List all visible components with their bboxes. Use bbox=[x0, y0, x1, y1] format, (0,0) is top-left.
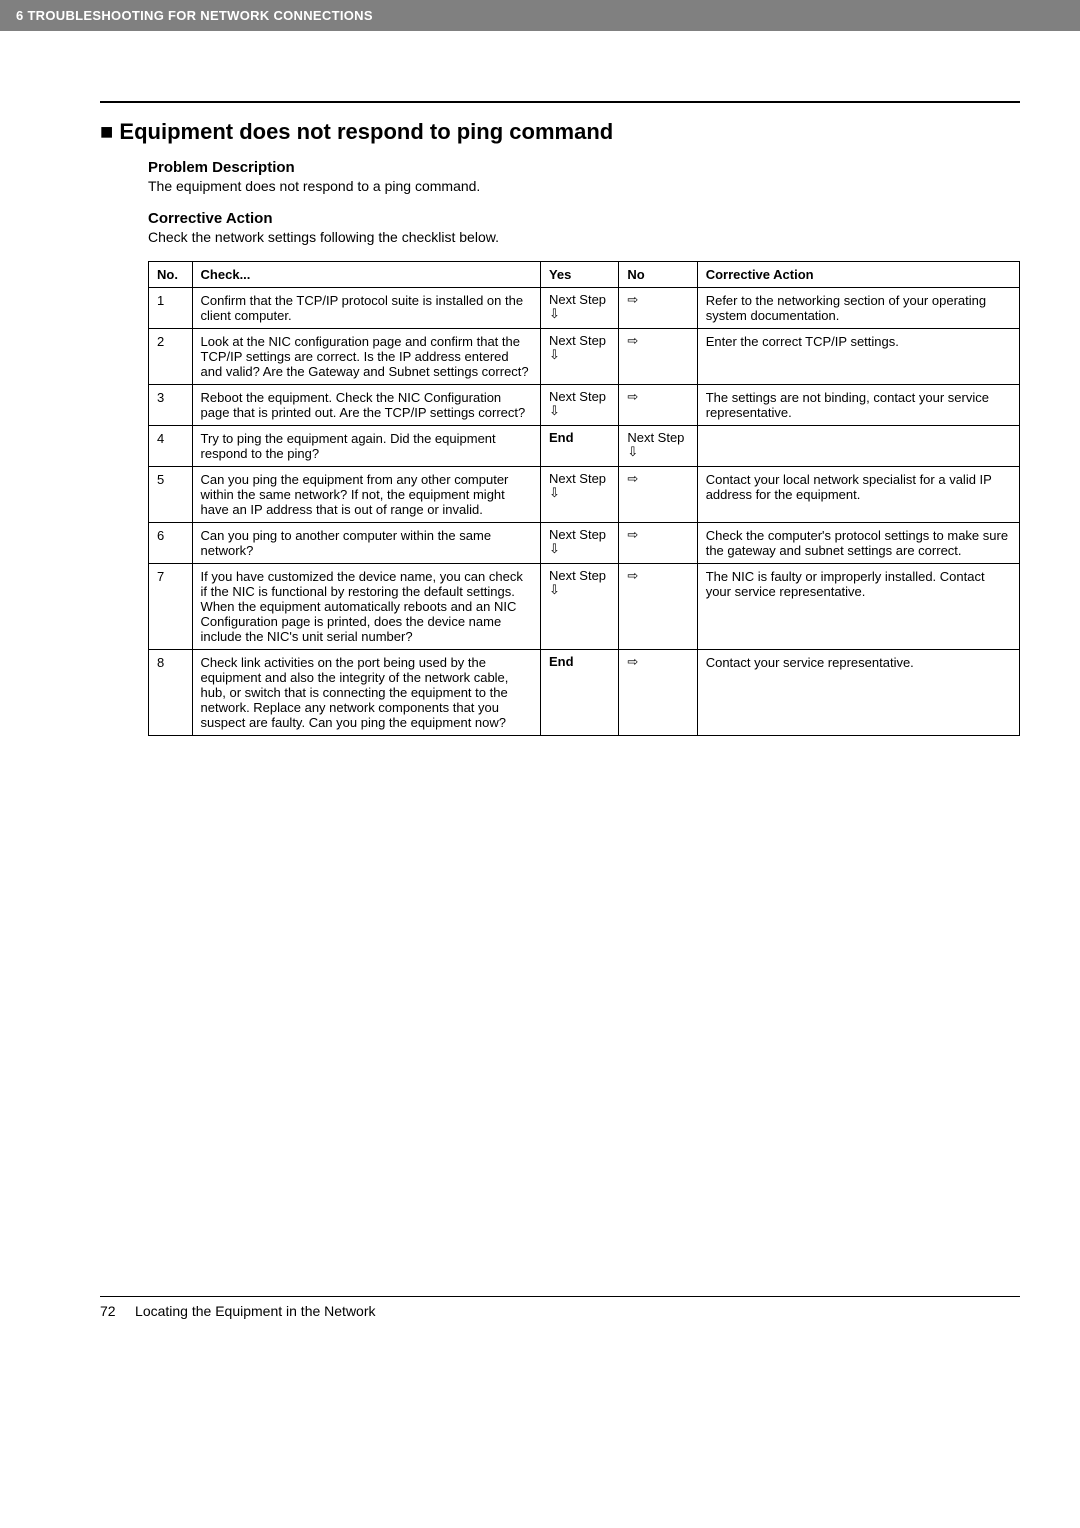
th-no-col: No bbox=[619, 262, 697, 288]
cell-no: 4 bbox=[149, 426, 193, 467]
table-row: 2Look at the NIC configuration page and … bbox=[149, 329, 1020, 385]
cell-action: Enter the correct TCP/IP settings. bbox=[697, 329, 1019, 385]
cell-no: ⇨ bbox=[619, 385, 697, 426]
table-row: 7If you have customized the device name,… bbox=[149, 564, 1020, 650]
cell-check: Can you ping to another computer within … bbox=[192, 523, 540, 564]
cell-check: Can you ping the equipment from any othe… bbox=[192, 467, 540, 523]
cell-no: 3 bbox=[149, 385, 193, 426]
footer-text: Locating the Equipment in the Network bbox=[135, 1303, 375, 1319]
cell-yes: End bbox=[540, 650, 618, 736]
cell-yes: Next Step⇩ bbox=[540, 288, 618, 329]
page-number: 72 bbox=[100, 1303, 116, 1319]
table-row: 1Confirm that the TCP/IP protocol suite … bbox=[149, 288, 1020, 329]
cell-yes: Next Step⇩ bbox=[540, 329, 618, 385]
section-heading-text: Equipment does not respond to ping comma… bbox=[119, 119, 613, 144]
content-block: Problem Description The equipment does n… bbox=[148, 159, 1020, 736]
page-body: ■ Equipment does not respond to ping com… bbox=[0, 31, 1080, 766]
top-rule bbox=[100, 101, 1020, 103]
cell-no: ⇨ bbox=[619, 650, 697, 736]
th-check: Check... bbox=[192, 262, 540, 288]
th-no: No. bbox=[149, 262, 193, 288]
table-row: 4Try to ping the equipment again. Did th… bbox=[149, 426, 1020, 467]
cell-no: 1 bbox=[149, 288, 193, 329]
cell-action: The NIC is faulty or improperly installe… bbox=[697, 564, 1019, 650]
cell-no: ⇨ bbox=[619, 288, 697, 329]
cell-no: 7 bbox=[149, 564, 193, 650]
cell-no: ⇨ bbox=[619, 523, 697, 564]
chapter-title: 6 TROUBLESHOOTING FOR NETWORK CONNECTION… bbox=[16, 8, 373, 23]
table-header-row: No. Check... Yes No Corrective Action bbox=[149, 262, 1020, 288]
problem-text: The equipment does not respond to a ping… bbox=[148, 178, 1020, 194]
cell-no: 5 bbox=[149, 467, 193, 523]
cell-check: If you have customized the device name, … bbox=[192, 564, 540, 650]
cell-action: Contact your local network specialist fo… bbox=[697, 467, 1019, 523]
cell-yes: Next Step⇩ bbox=[540, 523, 618, 564]
cell-no: 2 bbox=[149, 329, 193, 385]
table-row: 3Reboot the equipment. Check the NIC Con… bbox=[149, 385, 1020, 426]
cell-action: Refer to the networking section of your … bbox=[697, 288, 1019, 329]
corrective-text: Check the network settings following the… bbox=[148, 229, 1020, 245]
cell-action: Contact your service representative. bbox=[697, 650, 1019, 736]
cell-action bbox=[697, 426, 1019, 467]
th-yes: Yes bbox=[540, 262, 618, 288]
cell-action: Check the computer's protocol settings t… bbox=[697, 523, 1019, 564]
cell-check: Try to ping the equipment again. Did the… bbox=[192, 426, 540, 467]
cell-no: 6 bbox=[149, 523, 193, 564]
table-row: 5Can you ping the equipment from any oth… bbox=[149, 467, 1020, 523]
cell-no: ⇨ bbox=[619, 467, 697, 523]
cell-yes: End bbox=[540, 426, 618, 467]
table-row: 6Can you ping to another computer within… bbox=[149, 523, 1020, 564]
chapter-header: 6 TROUBLESHOOTING FOR NETWORK CONNECTION… bbox=[0, 0, 1080, 31]
section-marker: ■ bbox=[100, 119, 113, 144]
checklist-table: No. Check... Yes No Corrective Action 1C… bbox=[148, 261, 1020, 736]
problem-heading: Problem Description bbox=[148, 159, 1020, 176]
th-action: Corrective Action bbox=[697, 262, 1019, 288]
cell-check: Reboot the equipment. Check the NIC Conf… bbox=[192, 385, 540, 426]
table-body: 1Confirm that the TCP/IP protocol suite … bbox=[149, 288, 1020, 736]
cell-no: Next Step⇩ bbox=[619, 426, 697, 467]
cell-no: 8 bbox=[149, 650, 193, 736]
cell-yes: Next Step⇩ bbox=[540, 467, 618, 523]
table-row: 8Check link activities on the port being… bbox=[149, 650, 1020, 736]
cell-no: ⇨ bbox=[619, 329, 697, 385]
cell-check: Confirm that the TCP/IP protocol suite i… bbox=[192, 288, 540, 329]
cell-yes: Next Step⇩ bbox=[540, 385, 618, 426]
cell-check: Look at the NIC configuration page and c… bbox=[192, 329, 540, 385]
cell-check: Check link activities on the port being … bbox=[192, 650, 540, 736]
whitespace-filler bbox=[0, 766, 1080, 1286]
cell-action: The settings are not binding, contact yo… bbox=[697, 385, 1019, 426]
cell-yes: Next Step⇩ bbox=[540, 564, 618, 650]
page-footer: 72 Locating the Equipment in the Network bbox=[0, 1286, 1080, 1343]
footer-rule bbox=[100, 1296, 1020, 1297]
corrective-heading: Corrective Action bbox=[148, 210, 1020, 227]
section-title: ■ Equipment does not respond to ping com… bbox=[100, 119, 1020, 145]
cell-no: ⇨ bbox=[619, 564, 697, 650]
